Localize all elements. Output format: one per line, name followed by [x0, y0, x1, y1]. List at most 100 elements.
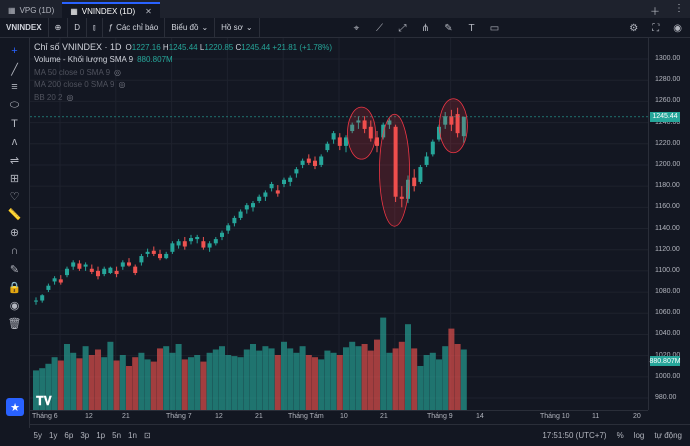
range-5d-button[interactable]: 5n: [112, 431, 122, 440]
bollinger-indicator-label[interactable]: BB 20 2: [34, 92, 63, 102]
time-tick-label: 12: [215, 413, 223, 420]
projection-tool-icon[interactable]: ⇌: [9, 154, 20, 167]
favorite-tool-icon[interactable]: ♡: [9, 191, 20, 204]
indicators-button[interactable]: ƒ Các chỉ báo: [103, 18, 166, 37]
volume-bar: [88, 355, 95, 410]
trash-icon[interactable]: 🗑: [7, 318, 22, 331]
volume-bar: [374, 339, 380, 410]
close-tab-icon[interactable]: ✕: [145, 6, 152, 16]
shapes-tool-icon[interactable]: ⬭: [9, 99, 20, 112]
zoom-in-icon[interactable]: ⊕: [9, 227, 20, 240]
candle-body: [40, 295, 45, 301]
chart-area[interactable]: [30, 38, 648, 410]
volume-bar: [64, 344, 70, 410]
volume-bar: [460, 349, 467, 410]
magnet-icon[interactable]: ∩: [10, 245, 19, 258]
price-tick-label: 1100.00: [655, 266, 680, 274]
candle-body: [455, 114, 460, 134]
lock-icon[interactable]: 🔒: [7, 282, 22, 295]
browser-tab-vpg[interactable]: ▦ VPG (1D): [0, 2, 62, 18]
auto-scale-toggle[interactable]: tự động: [654, 431, 682, 440]
volume-bar: [336, 355, 343, 410]
volume-indicator-label[interactable]: Volume - Khối lượng SMA 9: [34, 55, 134, 65]
hidden-eye-icon[interactable]: ◎: [118, 80, 126, 90]
candle-body: [294, 169, 299, 174]
candle-body: [399, 196, 404, 199]
range-1y-button[interactable]: 1y: [48, 431, 58, 440]
window-menu-icon[interactable]: ⋮: [674, 3, 684, 14]
camera-icon[interactable]: ◉: [673, 22, 682, 34]
cursor-tool-icon[interactable]: +: [11, 45, 18, 58]
volume-bar: [51, 357, 58, 410]
range-3m-button[interactable]: 3p: [80, 431, 90, 440]
candle-body: [170, 243, 175, 252]
price-scale[interactable]: 1300.00 1280.00 1260.00 1240.00 1220.00 1200.…: [648, 38, 690, 410]
volume-bar: [206, 352, 213, 410]
volume-bar: [188, 357, 194, 410]
price-tick-label: 1160.00: [655, 203, 680, 211]
fullscreen-icon[interactable]: ⛶: [652, 22, 660, 34]
volume-bar: [281, 341, 287, 410]
horizontal-lines-tool-icon[interactable]: ≡: [11, 81, 18, 94]
candle-body: [412, 177, 417, 187]
time-tick-label: 14: [476, 413, 484, 420]
candle-body: [406, 179, 410, 199]
high-label: H: [162, 42, 169, 52]
chart-tab-icon: ▦: [70, 6, 78, 16]
hidden-eye-icon[interactable]: ◎: [114, 67, 122, 77]
pitchfork-icon[interactable]: ⋔: [421, 22, 430, 34]
volume-bar: [39, 368, 46, 410]
browser-tab-vnindex[interactable]: ▦ VNINDEX (1D) ✕: [62, 2, 160, 18]
ma50-indicator-label[interactable]: MA 50 close 0 SMA 9: [34, 67, 111, 77]
volume-bar: [82, 346, 89, 410]
crosshair-icon[interactable]: ⌖: [353, 22, 360, 34]
profile-button[interactable]: Hồ sơ ⌄: [215, 18, 260, 37]
volume-bar: [132, 357, 139, 410]
ruler-icon[interactable]: 📏: [7, 209, 22, 222]
range-5y-button[interactable]: 5y: [33, 431, 42, 440]
interval-label: D: [74, 23, 81, 32]
hidden-eye-icon[interactable]: ◎: [66, 92, 74, 102]
pattern-tool-icon[interactable]: ʌ: [11, 136, 18, 149]
lock-drawing-icon[interactable]: ✎: [9, 263, 20, 276]
chart-type-button[interactable]: Biểu đồ ⌄: [165, 18, 216, 37]
indicators-label: Các chỉ báo: [116, 23, 159, 32]
trendline-icon[interactable]: ⟋: [376, 22, 383, 34]
range-1d-button[interactable]: 1n: [128, 431, 137, 440]
new-tab-icon[interactable]: ＋: [650, 7, 660, 18]
range-1m-button[interactable]: 1p: [96, 431, 106, 440]
time-tick-label: 21: [380, 413, 388, 420]
brush-icon[interactable]: ✎: [444, 22, 453, 34]
settings-icon[interactable]: ⚙: [629, 22, 639, 34]
candle-body: [257, 196, 262, 201]
compare-button[interactable]: ⊕: [49, 18, 69, 37]
percent-toggle[interactable]: %: [616, 431, 624, 440]
time-scale[interactable]: Tháng 6 12 21 Tháng 7 12 21 Tháng Tám 10 21 Tháng…: [30, 410, 648, 422]
symbol-search-button[interactable]: VNINDEX: [0, 18, 49, 37]
candle-body: [220, 232, 224, 237]
candle-body: [176, 241, 181, 246]
candle-body: [158, 253, 162, 259]
bar-style-button[interactable]: ⫾: [87, 18, 103, 37]
price-tick-label: 980.00: [655, 394, 677, 401]
measure-tool-icon[interactable]: ⊞: [9, 172, 20, 185]
browser-tab-label: VNINDEX (1D): [81, 6, 136, 16]
range-6m-button[interactable]: 6p: [64, 431, 74, 440]
goto-date-icon[interactable]: ⊡: [143, 431, 151, 440]
price-chart[interactable]: [30, 38, 648, 410]
trendline-tool-icon[interactable]: ╱: [11, 63, 18, 76]
log-toggle[interactable]: log: [633, 431, 645, 440]
note-icon[interactable]: ▭: [489, 22, 500, 34]
price-tick-label: 1020.00: [655, 352, 680, 359]
candle-body: [102, 268, 107, 275]
candle-body: [313, 160, 317, 166]
ma200-indicator-label[interactable]: MA 200 close 0 SMA 9: [34, 80, 115, 90]
candle-body: [189, 238, 193, 242]
eye-icon[interactable]: ◉: [9, 300, 20, 313]
text-tool-icon[interactable]: T: [11, 117, 18, 130]
text-icon[interactable]: T: [468, 22, 475, 34]
ray-icon[interactable]: ⤢: [398, 22, 407, 34]
star-icon[interactable]: ★: [6, 398, 24, 416]
candle-body: [381, 124, 386, 138]
interval-button[interactable]: D: [68, 18, 88, 37]
